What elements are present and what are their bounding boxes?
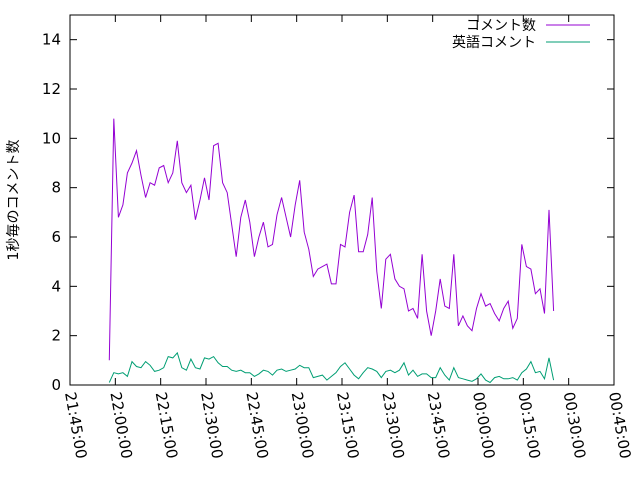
axes-layer: 0 2 4 6 8 10 12 14 21:45:00 22:00:00 22:15:00 22:30… xyxy=(42,15,634,460)
y-axis-label: 1秒毎のコメント数 xyxy=(6,140,22,261)
y-tick-label: 4 xyxy=(51,277,61,295)
series-line-1 xyxy=(108,351,555,384)
x-tick-label: 22:00:00 xyxy=(106,391,135,460)
x-tick-label: 00:30:00 xyxy=(560,391,589,460)
x-tick-label: 22:30:00 xyxy=(197,391,226,460)
x-tick-label: 00:00:00 xyxy=(469,391,498,460)
y-tick-label: 12 xyxy=(42,80,61,98)
x-tick-label: 00:15:00 xyxy=(514,391,543,460)
x-tick-label: 23:45:00 xyxy=(424,391,453,460)
x-tick-label: 23:15:00 xyxy=(333,391,362,460)
y-tick-label: 8 xyxy=(51,179,61,197)
x-tick-label: 22:45:00 xyxy=(242,391,271,460)
y-tick-label: 14 xyxy=(42,31,61,49)
x-tick-label: 22:15:00 xyxy=(152,391,181,460)
x-tick-label: 23:30:00 xyxy=(378,391,407,460)
series-layer xyxy=(108,118,555,384)
x-tick-label: 00:45:00 xyxy=(605,391,634,460)
series-line-0 xyxy=(108,118,555,361)
legend-label: 英語コメント xyxy=(452,34,536,51)
y-tick-label: 10 xyxy=(42,129,61,147)
y-tick-label: 0 xyxy=(51,376,61,394)
legend-label: コメント数 xyxy=(466,18,536,34)
plot-border xyxy=(69,14,615,386)
y-tick-label: 6 xyxy=(51,228,61,246)
plot-area xyxy=(69,14,615,386)
x-tick-label: 21:45:00 xyxy=(61,391,90,460)
y-tick-label: 2 xyxy=(51,327,61,345)
x-tick-label: 23:00:00 xyxy=(288,391,317,460)
